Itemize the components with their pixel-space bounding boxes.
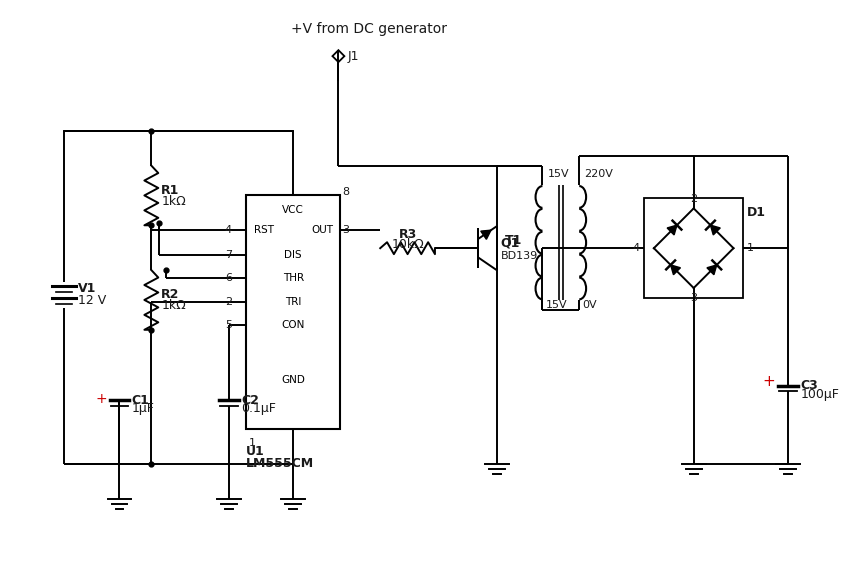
Text: U1: U1	[246, 445, 264, 458]
Text: LM555CM: LM555CM	[246, 457, 314, 470]
Text: R1: R1	[162, 184, 179, 197]
Polygon shape	[707, 265, 717, 274]
Text: 0V: 0V	[582, 300, 597, 310]
Text: 15V: 15V	[547, 168, 569, 179]
Text: RST: RST	[254, 225, 274, 236]
Bar	[644, 198, 744, 298]
Text: 7: 7	[224, 250, 232, 260]
Text: C2: C2	[241, 394, 258, 407]
Polygon shape	[711, 225, 720, 235]
Text: 4: 4	[224, 225, 232, 236]
Polygon shape	[667, 225, 677, 235]
Text: J1: J1	[348, 50, 359, 62]
Text: 4: 4	[632, 243, 639, 253]
Text: +: +	[762, 374, 774, 389]
Text: 100μF: 100μF	[800, 388, 839, 401]
Text: 3: 3	[690, 293, 697, 303]
Text: 2: 2	[690, 194, 697, 205]
Text: R3: R3	[399, 227, 416, 241]
Text: 8: 8	[343, 187, 349, 198]
Polygon shape	[481, 230, 491, 240]
Text: OUT: OUT	[311, 225, 333, 236]
Text: 1kΩ: 1kΩ	[162, 300, 186, 312]
Text: 6: 6	[225, 273, 232, 283]
Text: 3: 3	[343, 225, 349, 236]
Text: THR: THR	[282, 273, 303, 283]
Text: C1: C1	[132, 394, 150, 407]
Text: DIS: DIS	[285, 250, 302, 260]
Text: BD139: BD139	[501, 251, 538, 261]
Text: 220V: 220V	[584, 168, 613, 179]
Text: T1: T1	[505, 234, 522, 247]
Text: Q1: Q1	[501, 237, 520, 250]
Text: 12 V: 12 V	[77, 295, 106, 308]
Bar	[246, 195, 340, 429]
Text: GND: GND	[281, 375, 305, 384]
Text: V1: V1	[77, 282, 96, 296]
Text: 1: 1	[249, 438, 256, 448]
Text: 5: 5	[225, 320, 232, 330]
Text: 2: 2	[224, 297, 232, 307]
Text: 1: 1	[746, 243, 753, 253]
Text: 1μF: 1μF	[132, 402, 155, 415]
Text: +V from DC generator: +V from DC generator	[291, 22, 446, 36]
Text: 0.1μF: 0.1μF	[241, 402, 275, 415]
Text: +: +	[96, 393, 107, 406]
Polygon shape	[671, 265, 681, 274]
Text: D1: D1	[746, 206, 766, 219]
Text: VCC: VCC	[282, 205, 304, 215]
Text: CON: CON	[281, 320, 305, 330]
Text: C3: C3	[800, 379, 818, 392]
Text: R2: R2	[162, 288, 179, 301]
Text: 10kΩ: 10kΩ	[391, 238, 424, 251]
Text: 15V: 15V	[546, 300, 567, 310]
Text: TRI: TRI	[285, 297, 302, 307]
Text: 1kΩ: 1kΩ	[162, 195, 186, 208]
